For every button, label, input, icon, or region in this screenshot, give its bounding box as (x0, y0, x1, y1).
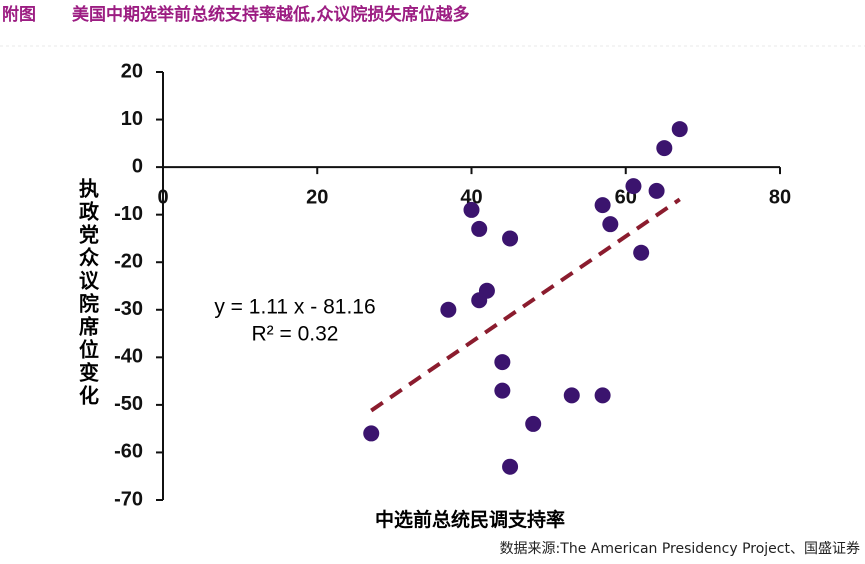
point (494, 382, 511, 399)
y-tick-label: 20 (121, 60, 143, 82)
source-note: 数据来源:The American Presidency Project、国盛证… (500, 541, 860, 557)
x-tick-label: 80 (769, 186, 791, 208)
point (440, 301, 457, 318)
point (471, 292, 488, 309)
point (648, 182, 665, 199)
trend-line (370, 197, 681, 413)
point (363, 425, 380, 442)
y-tick-label: -20 (114, 251, 143, 273)
trend-equation: y = 1.11 x - 81.16 (214, 296, 375, 319)
point (563, 387, 580, 404)
point (656, 140, 673, 157)
point (602, 216, 619, 233)
y-tick-label: -60 (114, 441, 143, 463)
y-tick-label: -30 (114, 298, 143, 320)
x-tick-label: 40 (460, 186, 482, 208)
point (463, 201, 480, 218)
y-tick-label: 10 (121, 108, 143, 130)
x-axis-title: 中选前总统民调支持率 (375, 508, 565, 531)
point (494, 354, 511, 371)
point (471, 220, 488, 237)
point (525, 415, 542, 432)
x-tick-label: 20 (306, 186, 328, 208)
chart-title: 美国中期选举前总统支持率越低,众议院损失席位越多 (72, 4, 469, 25)
x-tick-label: 0 (157, 186, 168, 208)
y-tick-label: -50 (114, 393, 143, 415)
trend-r2: R² = 0.32 (252, 323, 339, 346)
y-tick-label: -70 (114, 488, 143, 510)
y-tick-label: 0 (132, 155, 143, 177)
point (502, 458, 519, 475)
y-tick-label: -40 (114, 346, 143, 368)
y-axis-title: 执政党众议院席位变化 (76, 177, 100, 408)
point (671, 121, 688, 138)
y-tick-label: -10 (114, 203, 143, 225)
point (625, 178, 642, 195)
point (594, 387, 611, 404)
point (502, 230, 519, 247)
figure-label: 附图 (2, 4, 36, 25)
point (594, 197, 611, 214)
point (633, 244, 650, 261)
